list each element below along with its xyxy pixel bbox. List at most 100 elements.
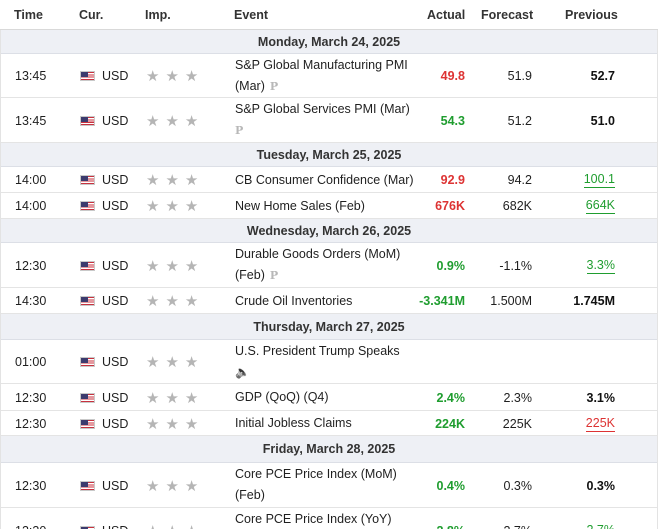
star-icon: ★ <box>165 68 179 85</box>
previous-cell: 0.3% <box>587 463 616 508</box>
event-name[interactable]: S&P Global Services PMI (Mar) P <box>235 99 415 144</box>
event-currency: USD <box>102 199 129 213</box>
actual-value: 0.9% <box>436 258 466 273</box>
us-flag-icon-shape <box>80 115 95 126</box>
event-name[interactable]: Initial Jobless Claims <box>235 411 415 436</box>
previous-value[interactable]: 100.1 <box>583 172 615 188</box>
importance-stars: ★ ★ ★ <box>146 463 204 508</box>
star-icon: ★ <box>146 389 160 407</box>
event-title[interactable]: S&P Global Services PMI (Mar) <box>235 102 410 116</box>
us-flag-icon-shape <box>80 201 95 211</box>
event-row[interactable]: 14:00 USD ★ ★ ★ CB Consumer Confidence (Mar) 9… <box>1 167 657 193</box>
event-title[interactable]: Initial Jobless Claims <box>235 416 352 430</box>
previous-value[interactable]: 3.3% <box>586 257 615 274</box>
previous-cell: 100.1 <box>583 167 615 193</box>
event-title-cont[interactable]: (Feb) <box>235 268 265 282</box>
event-row[interactable]: 12:30 USD ★ ★ ★ Durable Goods Orders (MoM) (Fe… <box>1 243 657 288</box>
event-name[interactable]: New Home Sales (Feb) <box>235 193 415 219</box>
event-title-cont[interactable]: (Mar) <box>235 79 265 93</box>
event-name[interactable]: Core PCE Price Index (YoY)(Feb) <box>235 509 415 529</box>
event-name[interactable]: Core PCE Price Index (MoM) (Feb) <box>235 464 415 509</box>
event-title[interactable]: Core PCE Price Index (YoY) <box>235 512 392 526</box>
previous-value[interactable]: 225K <box>585 415 615 432</box>
event-row[interactable]: 12:30 USD ★ ★ ★ GDP (QoQ) (Q4) 2.4% 2.3% 3.1% <box>1 384 657 411</box>
us-flag-icon <box>80 340 95 384</box>
event-row[interactable]: 14:30 USD ★ ★ ★ Crude Oil Inventories -3.341M 1… <box>1 288 657 314</box>
event-name[interactable]: Crude Oil Inventories <box>235 288 415 314</box>
actual-value: 92.9 <box>440 173 465 187</box>
event-title[interactable]: S&P Global Manufacturing PMI <box>235 58 408 72</box>
us-flag-icon <box>80 411 95 436</box>
event-row[interactable]: 13:45 USD ★ ★ ★ S&P Global Manufacturing PMI (… <box>1 54 657 98</box>
forecast-value: 682K <box>502 199 532 213</box>
us-flag-icon-shape <box>80 392 95 403</box>
event-row[interactable]: 12:30 USD ★ ★ ★ Core PCE Price Index (MoM) (Fe… <box>1 463 657 508</box>
us-flag-icon <box>80 193 95 219</box>
us-flag-icon <box>80 167 95 193</box>
previous-value: 51.0 <box>590 113 615 128</box>
us-flag-icon-shape <box>80 296 95 306</box>
event-title[interactable]: Durable Goods Orders (MoM) <box>235 247 401 261</box>
event-row[interactable]: 12:30 USD ★ ★ ★ Initial Jobless Claims 224K 225… <box>1 411 657 436</box>
star-icon: ★ <box>185 522 198 529</box>
col-forecast[interactable]: Forecast <box>481 8 534 22</box>
star-icon: ★ <box>146 198 160 215</box>
star-icon: ★ <box>146 354 160 371</box>
col-importance[interactable]: Imp. <box>145 8 171 22</box>
event-name[interactable]: Durable Goods Orders (MoM) (Feb) P <box>235 244 415 289</box>
star-icon: ★ <box>184 68 199 85</box>
us-flag-icon-shape <box>80 175 95 185</box>
previous-cell: 664K <box>585 193 615 219</box>
event-currency: USD <box>102 258 129 273</box>
star-icon: ★ <box>165 415 179 433</box>
previous-cell: 2.7% <box>587 508 616 529</box>
event-title[interactable]: New Home Sales (Feb) <box>235 198 365 213</box>
star-icon: ★ <box>184 257 199 275</box>
importance-stars: ★ ★ ★ <box>146 288 204 314</box>
col-time[interactable]: Time <box>14 8 43 22</box>
event-currency: USD <box>102 294 129 308</box>
col-currency[interactable]: Cur. <box>79 8 104 22</box>
star-icon: ★ <box>184 293 199 310</box>
actual-value: 0.4% <box>436 478 466 493</box>
event-title[interactable]: GDP (QoQ) (Q4) <box>235 390 329 404</box>
star-icon: ★ <box>165 293 179 310</box>
previous-value: 3.1% <box>586 390 616 405</box>
event-time: 12:30 <box>15 508 46 529</box>
us-flag-icon-shape <box>80 418 95 429</box>
event-name[interactable]: CB Consumer Confidence (Mar) <box>235 167 415 193</box>
event-title-cont[interactable]: (Feb) <box>235 488 265 502</box>
importance-stars: ★ ★ ★ <box>146 340 204 384</box>
event-name[interactable]: U.S. President Trump Speaks 🔈 <box>235 341 415 385</box>
star-icon: ★ <box>184 354 199 371</box>
event-title[interactable]: Core PCE Price Index (MoM) <box>235 467 397 481</box>
event-row[interactable]: 12:30 USD ★ ★ ★ Core PCE Price Index (YoY)(Fe… <box>1 508 657 529</box>
event-name[interactable]: GDP (QoQ) (Q4) <box>235 384 415 411</box>
forecast-value: 94.2 <box>507 173 532 187</box>
importance-stars: ★ ★ ★ <box>146 508 204 529</box>
previous-value[interactable]: 664K <box>585 198 615 214</box>
event-title[interactable]: Crude Oil Inventories <box>235 293 353 308</box>
event-row[interactable]: 01:00 USD ★ ★ ★ U.S. President Trump Speaks 🔈 <box>1 340 657 384</box>
star-icon: ★ <box>165 354 179 371</box>
event-name[interactable]: S&P Global Manufacturing PMI (Mar) P <box>235 55 415 99</box>
event-time: 14:30 <box>15 294 47 308</box>
previous-cell: 3.1% <box>587 384 616 411</box>
event-currency: USD <box>102 508 128 529</box>
event-row[interactable]: 13:45 USD ★ ★ ★ S&P Global Services PMI (Mar)… <box>1 98 657 143</box>
previous-cell: 52.7 <box>591 54 615 98</box>
col-event[interactable]: Event <box>234 8 269 22</box>
event-title[interactable]: CB Consumer Confidence (Mar) <box>235 172 414 187</box>
col-actual[interactable]: Actual <box>427 8 466 22</box>
day-header: Friday, March 28, 2025 <box>1 436 657 463</box>
event-currency: USD <box>102 390 129 405</box>
event-row[interactable]: 14:00 USD ★ ★ ★ New Home Sales (Feb) 676K 682K 6… <box>1 193 657 219</box>
event-title[interactable]: U.S. President Trump Speaks <box>235 344 400 358</box>
col-previous[interactable]: Previous <box>565 8 618 22</box>
preliminary-icon: P <box>235 124 244 137</box>
previous-value[interactable]: 2.7% <box>587 523 616 529</box>
actual-value: 54.3 <box>440 113 465 128</box>
star-icon: ★ <box>146 415 160 433</box>
forecast-value: 225K <box>502 416 532 431</box>
